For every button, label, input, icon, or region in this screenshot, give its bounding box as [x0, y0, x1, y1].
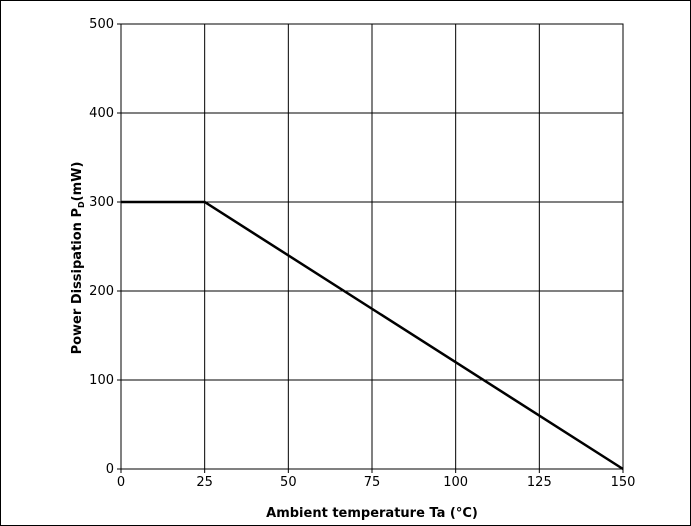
y-axis-label-subscript: D — [77, 201, 86, 208]
x-axis-ticks: 0 25 50 75 100 125 150 — [117, 469, 636, 490]
x-tick-label: 75 — [364, 475, 381, 490]
x-tick-label: 100 — [443, 475, 468, 490]
x-tick-label: 0 — [117, 475, 125, 490]
series-layer — [121, 200, 624, 471]
y-tick-label: 500 — [89, 17, 114, 32]
grid — [121, 24, 623, 469]
y-tick-label: 100 — [89, 373, 114, 388]
x-axis-label: Ambient temperature Ta (°C) — [266, 506, 478, 521]
y-tick-label: 0 — [106, 462, 114, 477]
y-axis-label-main: Power Dissipation P — [70, 208, 85, 354]
x-tick-label: 50 — [280, 475, 297, 490]
y-axis-ticks: 0 100 200 300 400 500 — [89, 17, 121, 477]
x-tick-label: 150 — [611, 475, 636, 490]
series-line-1 — [121, 200, 624, 471]
y-axis-label: Power Dissipation PD(mW) — [70, 162, 86, 355]
x-tick-label: 125 — [527, 475, 552, 490]
x-tick-label: 25 — [196, 475, 213, 490]
y-tick-label: 300 — [89, 195, 114, 210]
y-tick-label: 200 — [89, 284, 114, 299]
y-axis-label-unit: (mW) — [70, 162, 85, 202]
y-tick-label: 400 — [89, 106, 114, 121]
